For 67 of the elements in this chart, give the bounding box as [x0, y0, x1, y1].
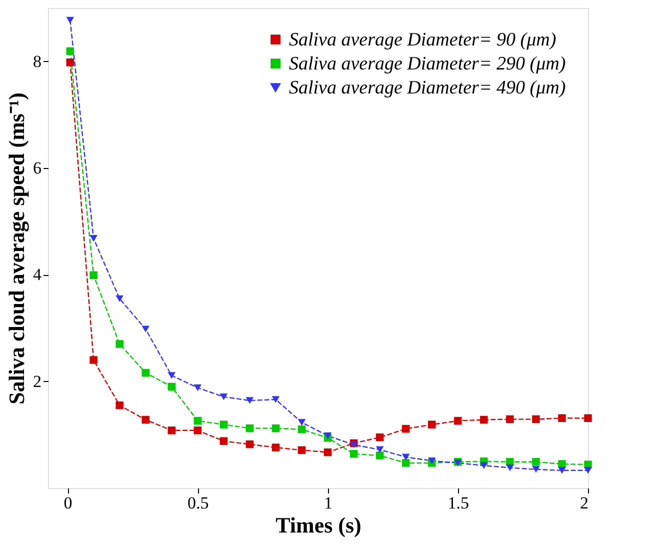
point — [324, 432, 332, 440]
point — [246, 424, 254, 432]
y-tick-label: 4 — [33, 265, 42, 284]
point — [194, 384, 202, 392]
point — [116, 401, 124, 410]
y-tick-label: 8 — [33, 52, 42, 71]
point — [142, 368, 150, 377]
point — [350, 450, 358, 458]
point — [506, 464, 514, 472]
point — [376, 446, 384, 453]
y-tick-label: 2 — [33, 372, 42, 391]
point — [402, 454, 410, 460]
x-tick-label: 1 — [324, 494, 333, 512]
legend-label: Saliva average Diameter= 90 (μm) — [289, 30, 556, 50]
point — [90, 271, 98, 280]
point — [142, 326, 150, 332]
point — [142, 416, 150, 424]
point — [402, 459, 410, 467]
point — [376, 452, 384, 460]
point — [272, 396, 280, 403]
point — [584, 414, 592, 422]
point — [298, 446, 306, 454]
point — [454, 416, 462, 425]
point — [66, 58, 74, 66]
point — [220, 420, 228, 428]
y-tick-label: 6 — [33, 158, 42, 178]
point — [272, 424, 280, 432]
point — [480, 462, 488, 469]
point — [324, 448, 332, 456]
point — [506, 415, 514, 424]
point — [428, 457, 436, 464]
point — [66, 47, 74, 56]
point — [194, 416, 202, 425]
y-axis-title: Saliva cloud average speed (ms⁻¹) — [4, 92, 29, 404]
legend-label: Saliva average Diameter= 290 (μm) — [289, 54, 566, 74]
point — [298, 425, 306, 434]
x-tick-label: 0 — [64, 494, 72, 512]
x-axis-title: Times (s) — [276, 512, 362, 538]
point — [168, 426, 176, 434]
point — [584, 467, 592, 474]
point — [272, 444, 280, 452]
point — [428, 420, 436, 428]
x-tick-label: 0.5 — [188, 494, 209, 512]
point — [194, 426, 202, 434]
point — [90, 356, 98, 364]
point — [66, 16, 74, 24]
legend-label: Saliva average Diameter= 490 (μm) — [289, 78, 566, 98]
point — [558, 414, 566, 422]
point — [558, 467, 566, 474]
point — [116, 340, 124, 348]
point — [116, 295, 124, 302]
point — [168, 382, 176, 391]
x-tick-label: 2 — [580, 494, 588, 512]
point — [480, 416, 488, 424]
point — [298, 419, 306, 426]
point — [246, 440, 254, 448]
point — [376, 433, 384, 442]
point — [220, 437, 228, 445]
point — [402, 424, 410, 433]
point — [246, 397, 254, 404]
point — [532, 466, 540, 473]
x-tick-label: 1.5 — [448, 494, 470, 512]
point — [532, 458, 540, 466]
point — [220, 393, 228, 400]
point — [90, 235, 98, 242]
point — [168, 372, 176, 379]
point — [532, 415, 540, 424]
